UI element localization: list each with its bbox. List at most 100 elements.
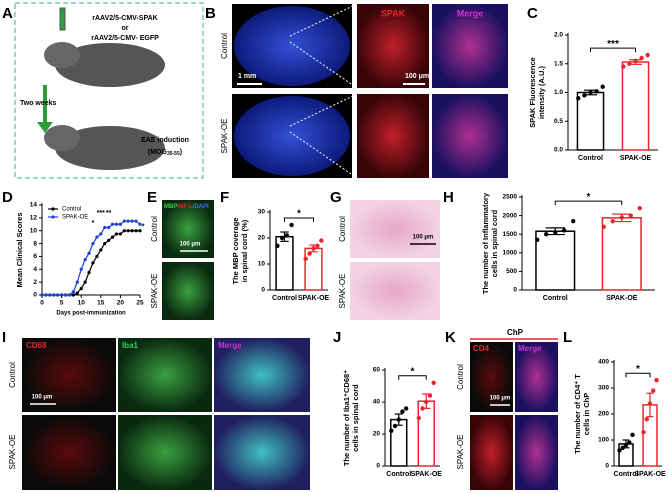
vector-label: rAAV2/5-CMV-SPAK — [92, 15, 157, 22]
image — [118, 415, 212, 490]
panel-i: I CD68 Iba1 Merge Control SPAK-OE 100 μm — [2, 329, 310, 490]
series-marker — [107, 238, 111, 242]
series-marker — [130, 229, 134, 233]
y-tick-label: 100 — [598, 437, 609, 444]
y-tick-label: 300 — [598, 385, 609, 392]
bar — [601, 217, 642, 291]
x-tick-label: SPAK-OE — [620, 155, 652, 162]
y-tick-label: 0 — [513, 287, 517, 294]
y-tick-label: 30 — [258, 209, 266, 216]
series-marker — [126, 219, 130, 223]
y-tick-label: 2000 — [503, 212, 518, 219]
data-point — [651, 388, 656, 393]
data-point — [588, 90, 593, 95]
column-label: SPAK — [381, 8, 406, 18]
syringe — [59, 7, 66, 31]
series-marker — [114, 222, 119, 226]
legend-label: SPAK-OE — [62, 215, 88, 221]
data-point — [620, 445, 625, 450]
series-marker — [44, 293, 48, 297]
y-tick-label: 0.5 — [554, 118, 563, 125]
data-point — [319, 238, 324, 243]
x-tick-label: SPAK-OE — [298, 295, 330, 302]
region-label: ChP — [507, 328, 524, 337]
significance: * — [587, 192, 591, 203]
data-point — [576, 96, 581, 101]
panel-letter: L — [563, 329, 572, 346]
y-tick-label: 2500 — [503, 194, 518, 201]
series-marker — [95, 235, 99, 239]
data-point — [403, 406, 409, 411]
annotation: * — [92, 220, 95, 227]
data-point — [571, 218, 576, 224]
series-marker — [71, 293, 75, 297]
data-point — [637, 205, 642, 211]
y-tick-label: 400 — [598, 359, 609, 366]
annotation: * — [142, 224, 145, 231]
series-marker — [75, 280, 79, 284]
data-point — [619, 215, 624, 220]
data-point — [627, 440, 632, 445]
bar — [621, 61, 650, 151]
series-marker — [118, 222, 122, 226]
y-tick-label: 0.0 — [554, 147, 563, 154]
series-marker — [99, 232, 103, 236]
x-tick-label: 25 — [136, 300, 144, 307]
y-tick-label: 14 — [30, 202, 38, 209]
data-point — [594, 89, 599, 94]
data-point — [424, 399, 429, 405]
series-marker — [79, 267, 83, 271]
vector-or: or — [122, 25, 129, 32]
series-line — [42, 230, 140, 296]
data-point — [627, 61, 632, 66]
panel-g: G Control SPAK-OE 100 μm — [330, 189, 440, 320]
panel-letter: E — [147, 189, 157, 206]
x-tick-label: Control — [386, 471, 411, 478]
image — [118, 338, 212, 412]
data-point — [600, 84, 605, 89]
series-marker — [48, 293, 52, 297]
stain: MBP — [164, 204, 177, 210]
series-marker — [126, 229, 130, 233]
zoom-line — [289, 41, 358, 89]
data-point — [641, 430, 646, 435]
panel-letter: F — [220, 189, 229, 206]
y-tick-label: 1500 — [503, 231, 518, 238]
y-axis-label: The number of CD4⁺ T — [573, 374, 582, 454]
row-label: SPAK-OE — [220, 119, 229, 154]
series-marker — [95, 254, 99, 259]
panel-letter: H — [443, 189, 454, 206]
series-marker — [87, 251, 91, 255]
row-label: Control — [220, 33, 229, 59]
mouse-head — [44, 125, 80, 151]
mouse-head — [44, 42, 80, 68]
y-tick-label: 6 — [33, 253, 37, 260]
panel-letter: G — [330, 189, 342, 206]
column-label: Merge — [457, 8, 484, 18]
image — [22, 338, 116, 412]
x-tick-label: 5 — [60, 300, 64, 307]
y-tick-label: 1.0 — [554, 89, 563, 96]
zoom-line — [289, 93, 358, 127]
y-axis-label: cells in ChP — [582, 393, 591, 436]
y-axis-label: The MBP coverage — [231, 218, 240, 285]
data-point — [275, 243, 280, 248]
y-axis-label: The number of Iba1⁺CD68⁺ — [342, 370, 351, 466]
image — [515, 342, 558, 412]
image — [350, 200, 440, 258]
induction-label: EAE induction — [141, 137, 189, 144]
image — [214, 338, 310, 412]
series-marker — [83, 258, 87, 262]
series-marker — [138, 222, 142, 226]
mouse — [55, 43, 165, 87]
x-tick-label: Control — [578, 155, 603, 162]
data-point — [307, 251, 312, 256]
image — [214, 415, 310, 490]
panel-a: A rAAV2/5-CMV-SPAK or rAAV2/5-CMV- EGFP … — [2, 2, 204, 179]
x-axis-label: Days post-immunization — [56, 311, 126, 317]
y-tick-label: 2 — [33, 279, 37, 286]
y-axis-label: The number of Inflammatory — [481, 192, 490, 294]
y-tick-label: 0 — [605, 463, 609, 470]
column-label: Merge — [518, 344, 542, 353]
x-tick-label: Control — [614, 471, 639, 478]
